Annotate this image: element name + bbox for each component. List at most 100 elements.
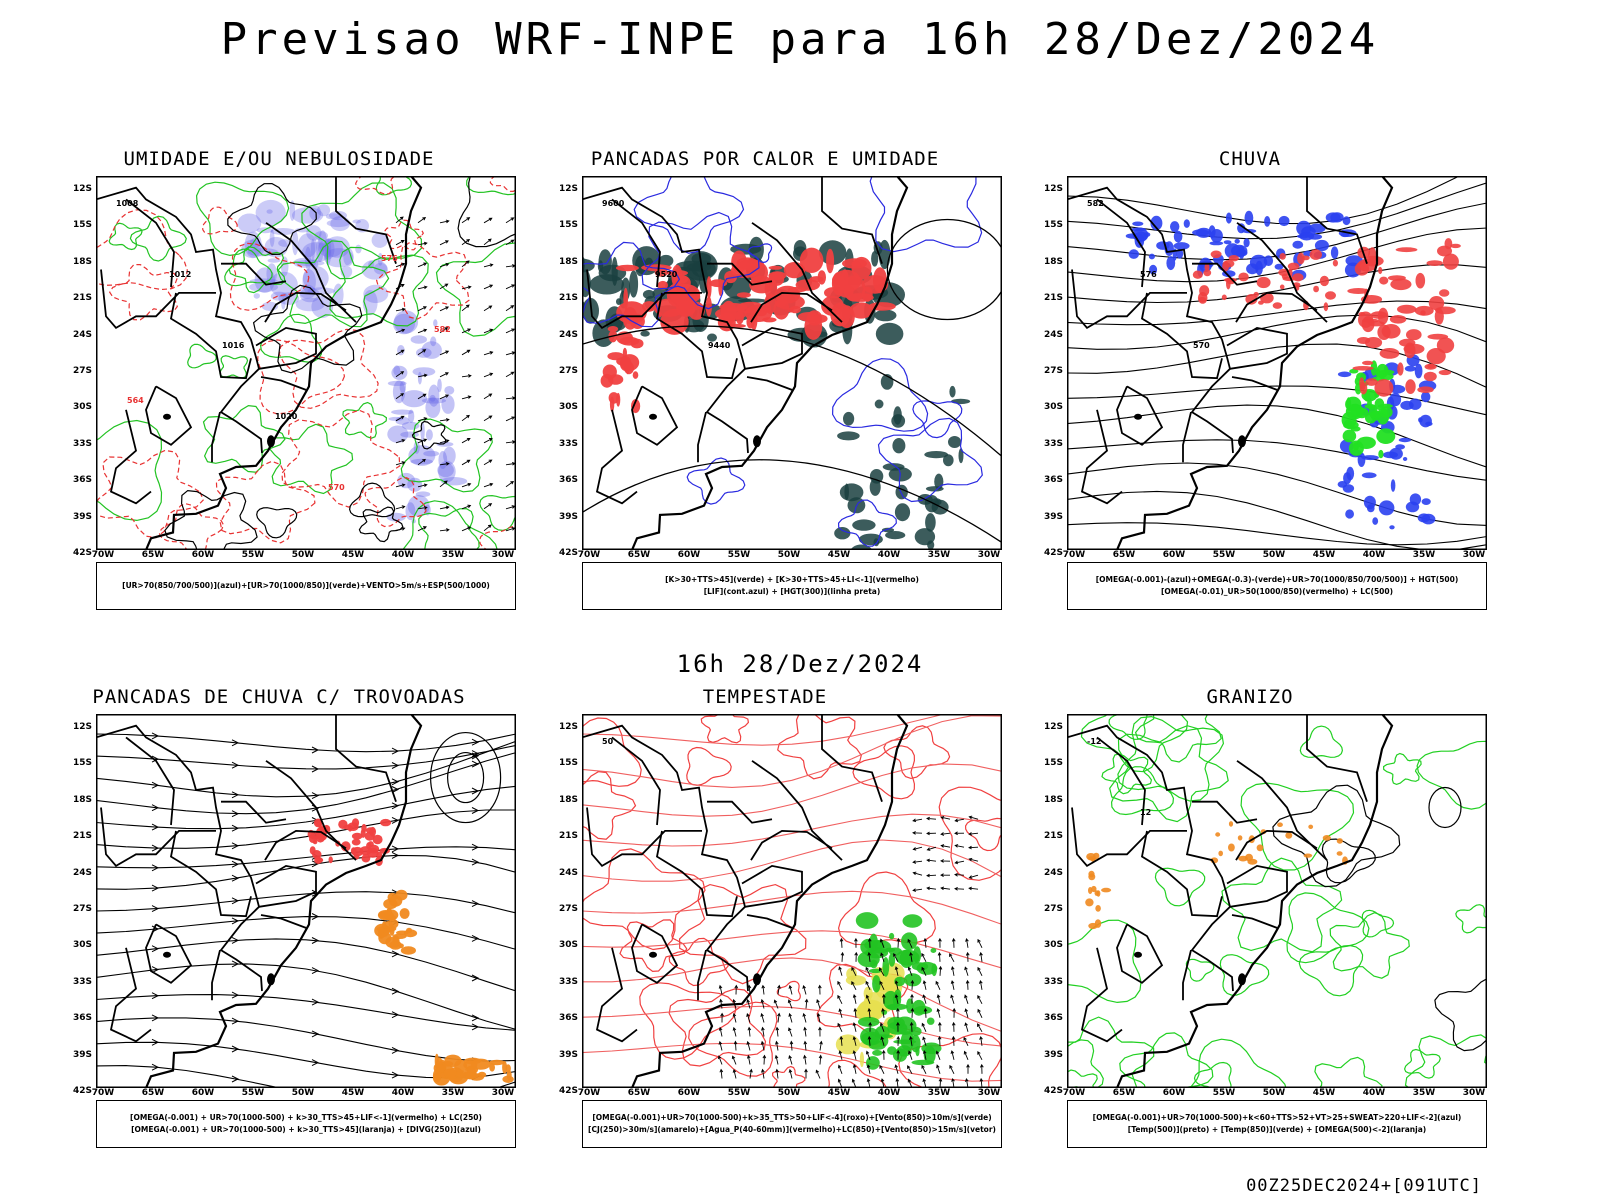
longitude-tick-label: 30W <box>977 1088 1001 1098</box>
omega-red-area <box>1426 260 1443 266</box>
wind850-vector <box>818 1054 823 1065</box>
contour-label: 1008 <box>116 199 139 208</box>
temp850-green-contour <box>1286 892 1370 964</box>
instability-green-area <box>658 254 674 267</box>
omega500-orange-area <box>1308 824 1314 829</box>
latitude-tick-label: 12S <box>72 722 92 732</box>
thunderstorm-orange-area <box>443 1068 457 1078</box>
thunderstorm-orange-area <box>442 1061 454 1067</box>
longitude-tick-label: 60W <box>191 1088 215 1098</box>
latitude-tick-label: 30S <box>1043 402 1063 413</box>
wind850-vector <box>951 937 956 948</box>
wind850-vector <box>912 818 923 823</box>
humidity-blue-area <box>255 199 286 226</box>
omega500-orange-area <box>1285 832 1293 839</box>
thunderstorm-red-area <box>351 832 363 840</box>
wind850-vector <box>926 831 937 836</box>
streamline-arrow <box>231 1017 240 1025</box>
temp850-green-contour <box>1119 1032 1214 1088</box>
wind850-vector <box>717 1055 723 1065</box>
wind-vector <box>483 438 493 444</box>
panel-legend: [UR>70(850/700/500)](azul)+[UR>70(1000/8… <box>96 562 516 610</box>
wind850-vector <box>966 1063 970 1074</box>
streamline-arrow <box>391 950 400 958</box>
thunderstorm-red-area <box>328 856 333 864</box>
longitude-tick-label: 45W <box>827 550 851 560</box>
wind850-vector <box>718 1040 723 1051</box>
wind850-vector <box>775 1040 779 1051</box>
omega-blue-area <box>1170 221 1180 233</box>
latitude-tick-label: 15S <box>558 758 578 769</box>
longitude-tick-label: 55W <box>727 1088 751 1098</box>
wind850-vector <box>775 1026 780 1037</box>
country-border <box>582 724 749 992</box>
thunderstorm-red-area <box>372 834 383 845</box>
omega500-orange-area <box>1322 835 1331 841</box>
wind850-green-area <box>904 973 922 987</box>
omega-red-area <box>1361 316 1375 333</box>
country-border <box>1140 292 1223 380</box>
thunderstorm-orange-area <box>392 933 407 939</box>
longitude-tick-label: 45W <box>341 1088 365 1098</box>
instability-red-area <box>630 338 644 349</box>
humidity-blue-area <box>392 380 406 404</box>
omega-red-area <box>1370 311 1388 319</box>
latitude-tick-label: 39S <box>558 511 578 522</box>
lifted-index-blue-contour <box>877 417 983 503</box>
latitude-tick-label: 18S <box>558 256 578 267</box>
omega-blue-area <box>1404 365 1416 372</box>
wind-vector <box>483 305 493 312</box>
lc850-red-contour <box>582 717 642 787</box>
wind850-vector <box>787 999 793 1009</box>
wind850-vector <box>910 1007 915 1018</box>
omega-red-area <box>1450 243 1461 249</box>
longitude-tick-label: 35W <box>927 1088 951 1098</box>
wind850-vector <box>965 937 969 948</box>
omega500-orange-area <box>1088 873 1096 881</box>
lc850-red-contour <box>582 848 706 951</box>
wind-vector <box>461 328 472 334</box>
wind850-vector <box>968 832 979 836</box>
wind850-vector <box>979 1063 984 1074</box>
country-border <box>265 222 357 323</box>
country-border <box>1182 949 1192 1001</box>
omega-green-area <box>1343 419 1353 429</box>
thunderstorm-red-area <box>369 826 377 837</box>
instability-green-area <box>837 431 860 441</box>
humidity-blue-area <box>249 238 261 249</box>
humidity-blue-area <box>267 258 281 263</box>
omega-blue-area <box>1173 242 1190 250</box>
map-background <box>1067 714 1487 1088</box>
humidity-blue-area <box>302 269 316 295</box>
humidity-blue-area <box>310 238 315 260</box>
instability-red-area <box>842 258 867 269</box>
streamline-250 <box>430 731 502 824</box>
lc850-red-contour <box>668 988 767 1067</box>
instability-red-area <box>762 317 777 323</box>
wind850-vector <box>977 1023 983 1033</box>
wind850-vector <box>926 873 937 878</box>
streamline-arrow <box>311 967 320 975</box>
humidity-blue-area <box>408 445 436 466</box>
omega-red-area <box>1397 304 1417 314</box>
wind850-vector <box>979 1036 983 1046</box>
country-border <box>260 376 307 391</box>
temp850-green-contour <box>1221 857 1343 953</box>
omega500-orange-area <box>1091 885 1097 893</box>
instability-green-area <box>869 478 881 496</box>
wind850-green-area <box>893 1016 917 1035</box>
instability-green-area <box>958 448 964 464</box>
temp850-green-contour <box>1109 725 1229 823</box>
humidity-green-contour <box>224 248 273 287</box>
wind850-vector <box>802 985 807 995</box>
country-border <box>595 409 638 505</box>
instability-red-area <box>735 310 744 325</box>
omega-red-area <box>1228 255 1239 262</box>
wind850-vector <box>839 1035 844 1046</box>
wind-vector <box>461 459 471 466</box>
lifted-index-blue-contour <box>747 243 773 264</box>
wind850-vector <box>882 993 886 1004</box>
wind850-vector <box>923 1007 928 1018</box>
latitude-tick-label: 33S <box>72 976 92 987</box>
lc850-red-contour <box>582 839 1002 882</box>
